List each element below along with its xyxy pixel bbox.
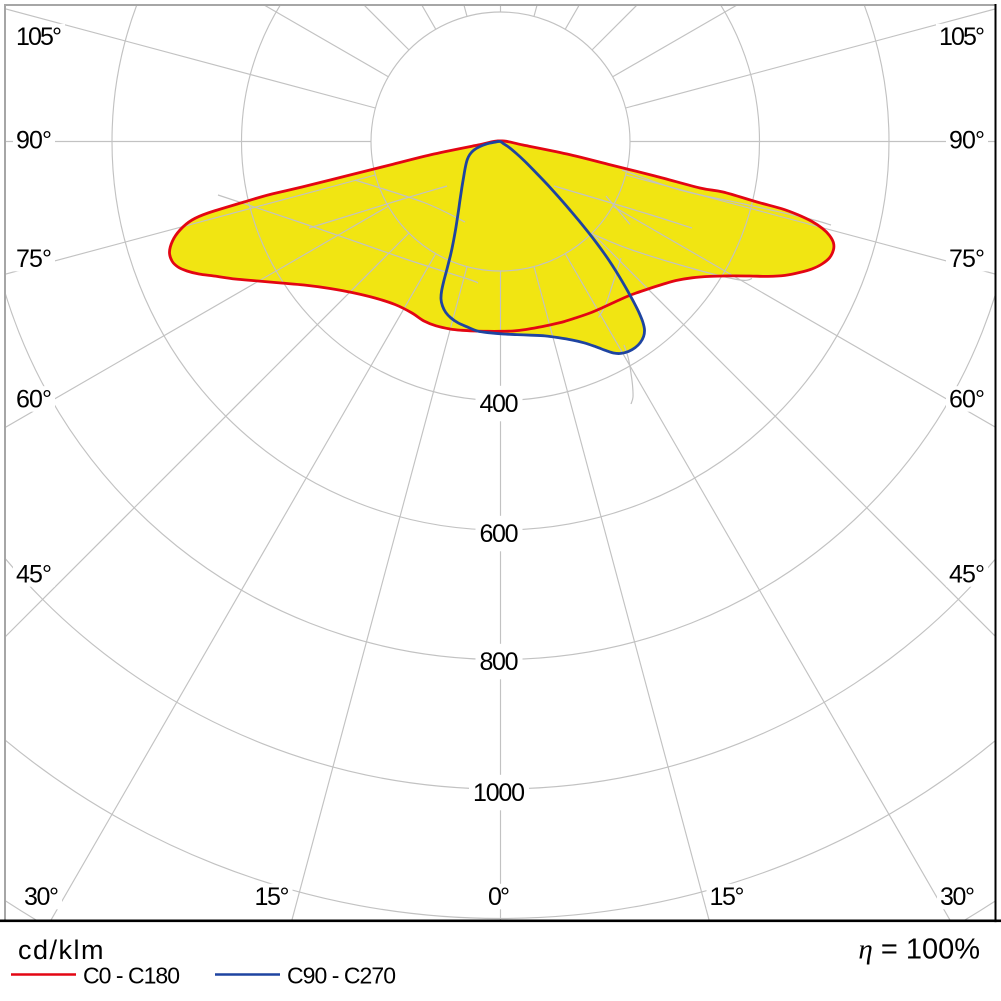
svg-text:η = 100%: η = 100%	[858, 934, 980, 966]
svg-text:60°: 60°	[16, 385, 52, 413]
svg-text:105°: 105°	[939, 23, 985, 51]
svg-text:90°: 90°	[16, 126, 52, 154]
svg-text:75°: 75°	[16, 245, 52, 273]
svg-text:800: 800	[480, 648, 519, 676]
svg-text:1000: 1000	[473, 779, 525, 807]
svg-text:0°: 0°	[488, 883, 510, 911]
svg-text:400: 400	[480, 390, 519, 418]
svg-text:75°: 75°	[949, 245, 985, 273]
svg-text:30°: 30°	[24, 883, 59, 911]
svg-text:105°: 105°	[16, 23, 62, 51]
svg-text:90°: 90°	[949, 126, 985, 154]
svg-text:45°: 45°	[949, 560, 985, 588]
svg-text:15°: 15°	[255, 883, 290, 911]
svg-text:60°: 60°	[949, 385, 985, 413]
svg-text:15°: 15°	[710, 883, 745, 911]
svg-text:cd/klm: cd/klm	[18, 935, 104, 965]
svg-text:45°: 45°	[16, 560, 52, 588]
svg-text:C90 - C270: C90 - C270	[287, 962, 396, 988]
svg-text:30°: 30°	[940, 883, 975, 911]
svg-text:C0 - C180: C0 - C180	[83, 962, 180, 988]
svg-text:600: 600	[480, 520, 519, 548]
